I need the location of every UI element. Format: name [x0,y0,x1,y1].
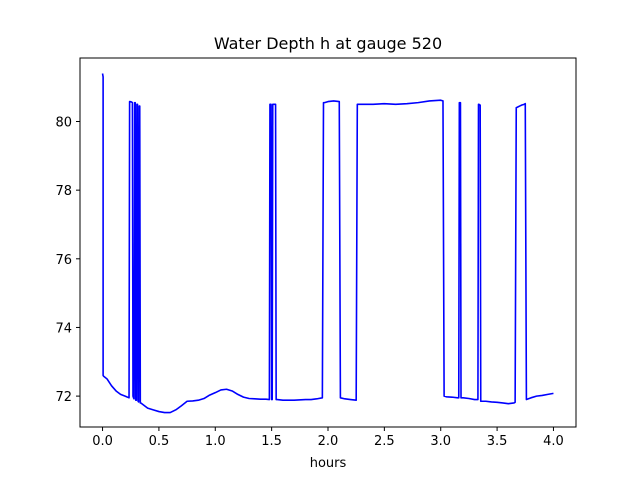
y-axis-ticks: 72 74 76 78 80 [55,116,80,405]
y-tick-label: 80 [55,116,72,131]
y-tick-label: 78 [55,184,72,199]
x-tick-label: 1.0 [205,434,226,449]
chart-title: Water Depth h at gauge 520 [214,34,442,53]
x-tick-label: 3.5 [487,434,508,449]
y-tick-label: 76 [55,253,72,268]
plot-area [101,73,554,414]
x-tick-label: 1.5 [261,434,282,449]
x-tick-label: 0.0 [92,434,113,449]
x-tick-label: 2.0 [318,434,339,449]
y-tick-label: 74 [55,321,72,336]
x-tick-label: 4.0 [543,434,564,449]
x-axis-label: hours [310,456,347,471]
x-tick-label: 2.5 [374,434,395,449]
x-tick-label: 3.0 [430,434,451,449]
series-line-0 [101,73,554,414]
x-tick-label: 0.5 [149,434,170,449]
y-tick-label: 72 [55,390,72,405]
axes-frame [79,57,577,428]
x-axis-ticks: 0.0 0.5 1.0 1.5 2.0 2.5 3.0 3.5 4.0 [92,427,564,449]
